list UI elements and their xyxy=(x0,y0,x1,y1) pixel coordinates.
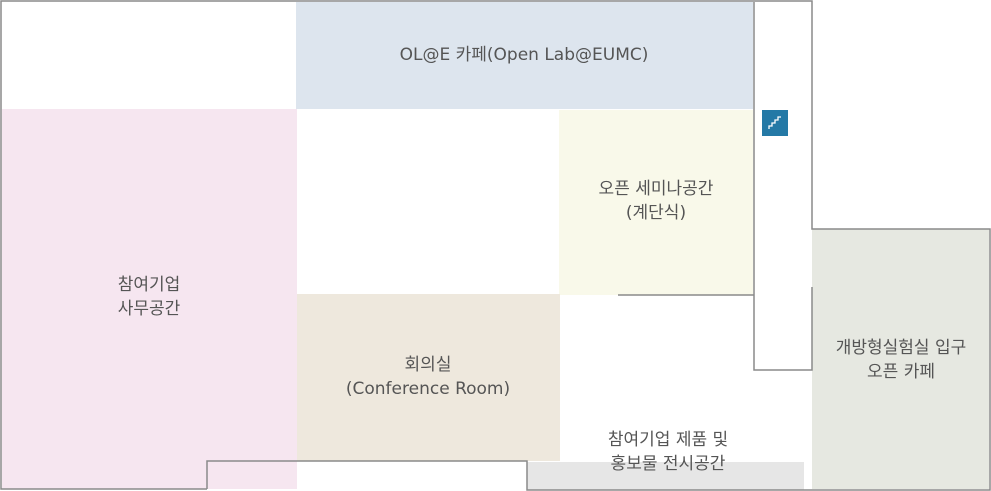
office-label-line-2: 사무공간 xyxy=(117,299,181,319)
entrance-area xyxy=(812,229,989,489)
seminar-label-line-1: 오픈 세미나공간 xyxy=(598,179,714,199)
seminar-area xyxy=(559,110,753,295)
exhibit-label-line-1: 참여기업 제품 및 xyxy=(607,430,729,450)
office-label-line-1: 참여기업 xyxy=(117,275,181,295)
office-label: 참여기업 사무공간 xyxy=(118,273,181,321)
entrance-label-line-1: 개방형실험실 입구 xyxy=(835,338,967,358)
seminar-label-line-2: (계단식) xyxy=(625,203,687,223)
exhibit-label-line-2: 홍보물 전시공간 xyxy=(610,454,726,474)
exhibit-area xyxy=(527,462,804,490)
cafe-label: OL@E 카페(Open Lab@EUMC) xyxy=(400,43,649,67)
stairs-icon xyxy=(762,110,788,136)
entrance-label: 개방형실험실 입구 오픈 카페 xyxy=(836,336,967,384)
exhibit-label: 참여기업 제품 및 홍보물 전시공간 xyxy=(608,428,728,476)
meeting-label-line-1: 회의실 xyxy=(404,355,452,375)
office-area xyxy=(2,109,297,489)
cafe-label-line-1: OL@E 카페(Open Lab@EUMC) xyxy=(399,45,649,65)
meeting-area xyxy=(297,294,560,461)
stairs-icon-steps xyxy=(768,116,781,129)
inner-wall-right xyxy=(753,2,813,371)
seminar-label: 오픈 세미나공간 (계단식) xyxy=(599,177,714,225)
entrance-label-line-2: 오픈 카페 xyxy=(867,362,935,382)
meeting-label-line-2: (Conference Room) xyxy=(345,379,511,399)
meeting-label: 회의실 (Conference Room) xyxy=(346,353,510,401)
cafe-area xyxy=(296,2,753,109)
